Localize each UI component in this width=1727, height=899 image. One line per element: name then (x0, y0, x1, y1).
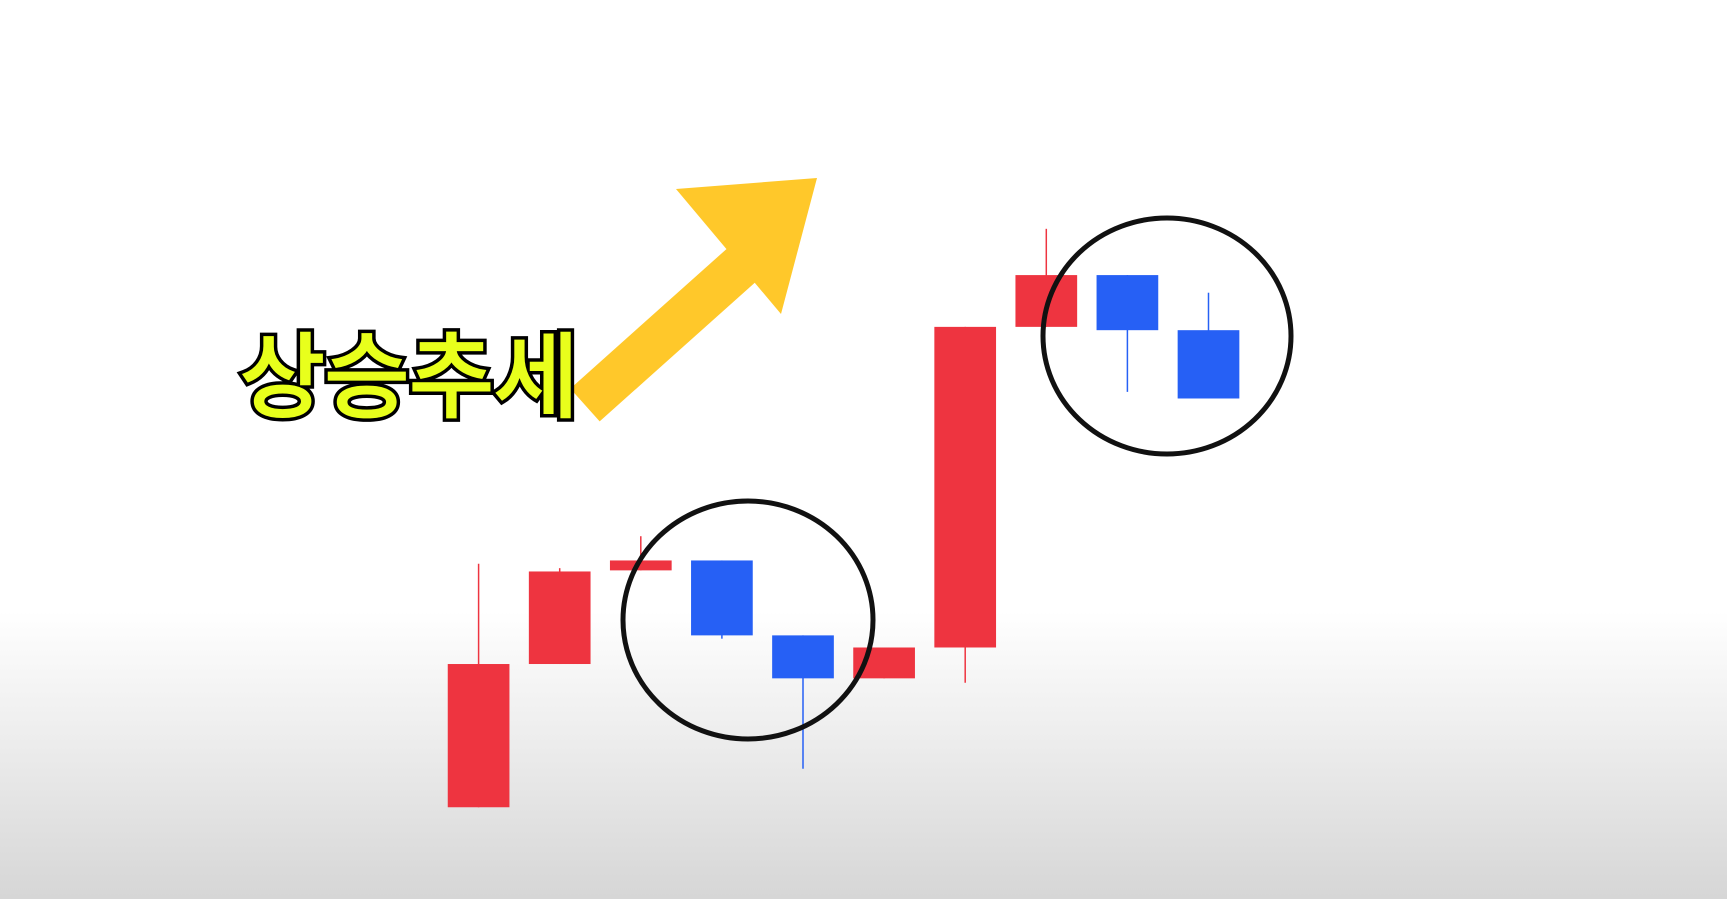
highlight-circle (1040, 215, 1294, 457)
highlight-circle (620, 498, 876, 742)
arrow-shaft (570, 245, 760, 422)
candle-body (772, 635, 834, 679)
candles (447, 228, 1240, 808)
candle-body (528, 571, 591, 665)
candle-body (691, 560, 753, 636)
arrow-head (676, 178, 817, 314)
candle-body (934, 326, 997, 648)
candle-body (447, 664, 510, 808)
chart-title: 상승추세 (240, 324, 579, 431)
candle-body (1096, 275, 1159, 331)
candle-body (1177, 330, 1240, 399)
candle-body (609, 560, 672, 571)
